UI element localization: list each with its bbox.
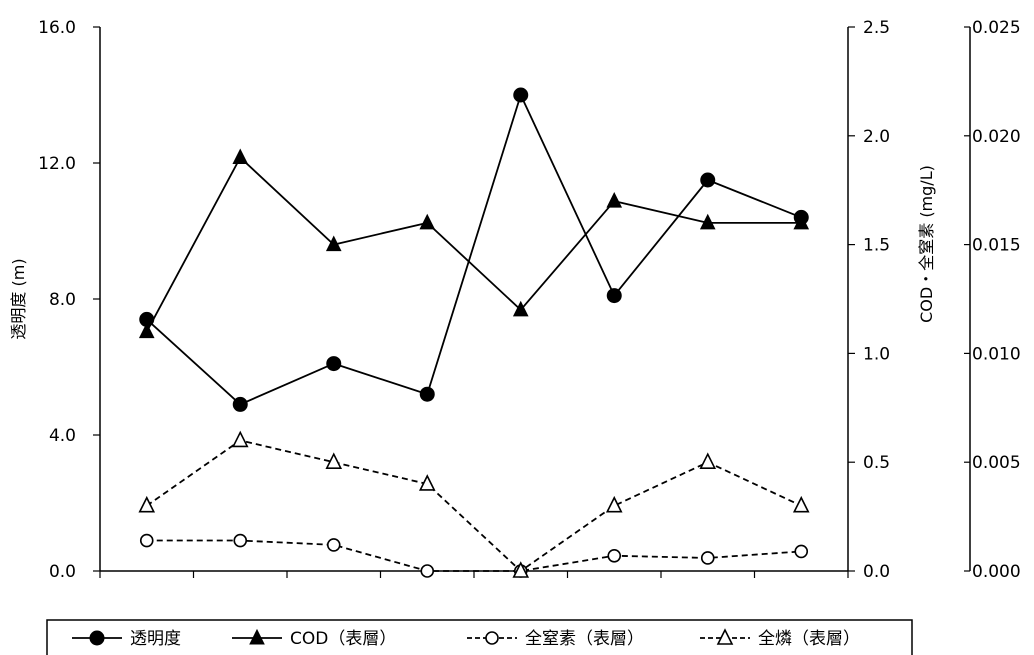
legend-label: 全窒素（表層） xyxy=(525,629,644,649)
data-point xyxy=(326,538,341,552)
data-point xyxy=(700,172,716,188)
right2-tick-label: 0.025 xyxy=(972,18,1021,38)
right2-tick-label: 0.010 xyxy=(972,344,1021,364)
left-tick-label: 8.0 xyxy=(49,290,76,310)
data-point xyxy=(606,191,623,208)
left-tick-label: 12.0 xyxy=(38,154,76,174)
right1-tick-label: 2.0 xyxy=(863,127,890,147)
data-point xyxy=(419,386,435,402)
data-point xyxy=(513,87,529,103)
right1-tick-label: 0.5 xyxy=(863,453,890,473)
data-point xyxy=(700,551,715,565)
legend-marker xyxy=(89,630,105,646)
legend-marker xyxy=(716,628,734,645)
series-1 xyxy=(139,87,809,412)
data-point xyxy=(607,548,622,563)
series-line xyxy=(146,92,802,406)
series-4 xyxy=(138,430,810,578)
data-point xyxy=(419,213,436,230)
data-point xyxy=(512,300,529,317)
legend-marker xyxy=(249,628,265,645)
data-point xyxy=(792,495,810,513)
legend-entry-4: 全燐（表層） xyxy=(700,628,860,649)
legend-entry-2: COD（表層） xyxy=(232,628,396,649)
right2-tick-label: 0.005 xyxy=(972,453,1021,473)
left-tick-label: 4.0 xyxy=(49,426,76,446)
left-axis-title: 透明度 (m) xyxy=(9,258,28,339)
series-line xyxy=(146,439,802,573)
data-point xyxy=(138,322,155,339)
right-axis-title: COD・全窒素 (mg/L) xyxy=(917,165,936,323)
right2-tick-label: 0.000 xyxy=(972,562,1021,582)
data-point xyxy=(512,561,530,578)
data-point xyxy=(232,148,249,165)
legend: 透明度 COD（表層） 全窒素（表層） 全燐（表層） xyxy=(46,619,913,655)
right1-tick-label: 1.5 xyxy=(863,236,890,256)
right2-tick-label: 0.020 xyxy=(972,127,1021,147)
data-point xyxy=(605,495,623,513)
data-point xyxy=(699,213,716,230)
right2-tick-label: 0.015 xyxy=(972,236,1021,256)
data-point xyxy=(139,533,154,548)
data-point xyxy=(233,533,248,548)
right1-tick-label: 2.5 xyxy=(863,18,890,38)
series-line xyxy=(146,539,802,572)
series-2 xyxy=(138,148,810,339)
data-point xyxy=(418,474,436,491)
legend-marker xyxy=(485,631,499,645)
legend-entry-1: 透明度 xyxy=(72,629,181,649)
data-point xyxy=(699,452,717,470)
data-point xyxy=(793,213,810,230)
axes-layer: 0.0 4.0 8.0 12.0 16.0 0.0 0.5 1.0 1.5 2.0 2.5 0.000… xyxy=(9,18,1021,582)
left-tick-label: 0.0 xyxy=(49,562,76,582)
series-3 xyxy=(139,533,809,578)
data-point xyxy=(231,430,249,448)
data-point xyxy=(232,396,248,412)
right1-tick-label: 0.0 xyxy=(863,562,890,582)
data-point xyxy=(326,356,342,372)
legend-label: COD（表層） xyxy=(290,629,396,649)
legend-entry-3: 全窒素（表層） xyxy=(467,629,644,649)
data-point xyxy=(794,544,809,559)
data-point xyxy=(325,452,343,470)
series-layer xyxy=(138,87,810,578)
data-point xyxy=(606,288,622,304)
left-tick-label: 16.0 xyxy=(38,18,76,38)
data-point xyxy=(325,235,342,252)
data-point xyxy=(420,564,435,578)
right1-tick-label: 1.0 xyxy=(863,344,890,364)
series-line xyxy=(145,156,802,333)
legend-label: 全燐（表層） xyxy=(758,629,860,649)
legend-label: 透明度 xyxy=(130,629,181,649)
data-point xyxy=(138,495,156,513)
